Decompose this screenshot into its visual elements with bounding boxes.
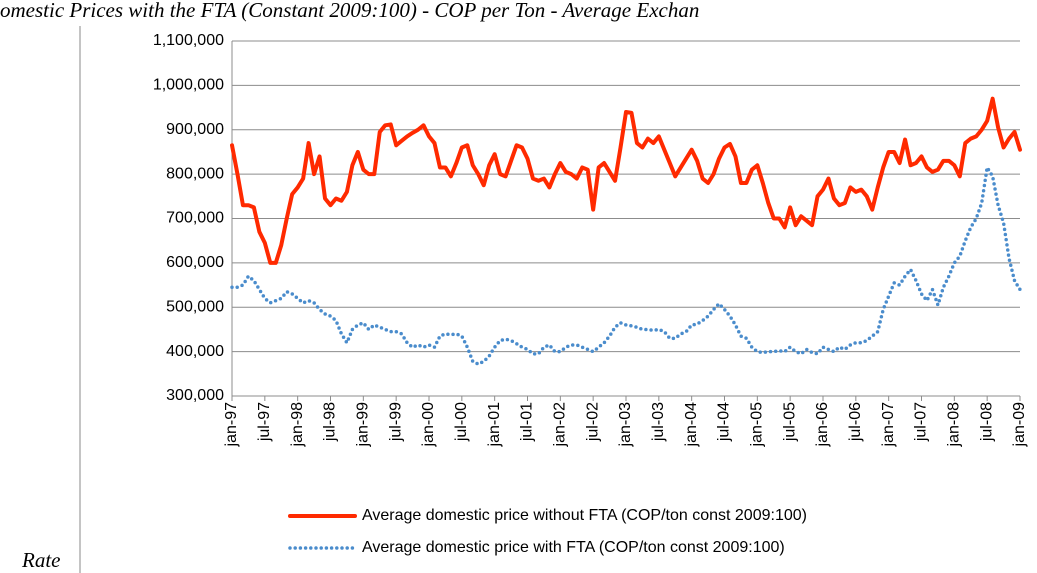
x-tick-label: jan-03	[617, 402, 634, 448]
y-tick-label: 1,100,000	[153, 32, 224, 49]
x-tick-label: jan-09	[1011, 402, 1028, 448]
x-tick-label: jul-02	[584, 402, 601, 442]
y-tick-label: 400,000	[166, 343, 224, 360]
x-tick-label: jan-00	[420, 402, 437, 448]
x-tick-label: jan-06	[814, 402, 831, 448]
x-tick-label: jan-07	[880, 402, 897, 448]
y-tick-label: 700,000	[166, 210, 224, 227]
x-tick-label: jul-97	[256, 402, 273, 442]
x-tick-label: jul-08	[978, 402, 995, 442]
x-tick-label: jul-07	[913, 402, 930, 442]
x-tick-label: jan-01	[486, 402, 503, 448]
y-tick-label: 900,000	[166, 121, 224, 138]
legend-label: Average domestic price with FTA (COP/ton…	[362, 539, 785, 556]
series-line	[230, 165, 1022, 366]
x-tick-label: jul-98	[322, 402, 339, 442]
x-tick-label: jul-04	[716, 402, 733, 442]
legend-label: Average domestic price without FTA (COP/…	[362, 507, 807, 524]
x-tick-label: jan-99	[355, 402, 372, 448]
y-tick-label: 500,000	[166, 298, 224, 315]
x-tick-label: jan-97	[223, 402, 240, 448]
footnote: Rate	[21, 548, 60, 572]
x-tick-label: jan-05	[749, 402, 766, 448]
x-tick-label: jul-05	[781, 402, 798, 442]
x-tick-label: jul-03	[650, 402, 667, 442]
x-tick-label: jul-99	[387, 402, 404, 442]
series-line	[230, 96, 1022, 265]
x-tick-label: jan-02	[552, 402, 569, 448]
y-tick-label: 1,000,000	[153, 77, 224, 94]
x-tick-label: jul-01	[519, 402, 536, 442]
chart-title: omestic Prices with the FTA (Constant 20…	[0, 0, 699, 22]
y-tick-label: 600,000	[166, 254, 224, 271]
y-tick-label: 800,000	[166, 165, 224, 182]
y-tick-label: 300,000	[166, 387, 224, 404]
x-tick-label: jul-06	[847, 402, 864, 442]
x-tick-label: jan-04	[683, 402, 700, 448]
x-tick-label: jan-08	[946, 402, 963, 448]
x-tick-label: jul-00	[453, 402, 470, 442]
x-tick-label: jan-98	[289, 402, 306, 448]
